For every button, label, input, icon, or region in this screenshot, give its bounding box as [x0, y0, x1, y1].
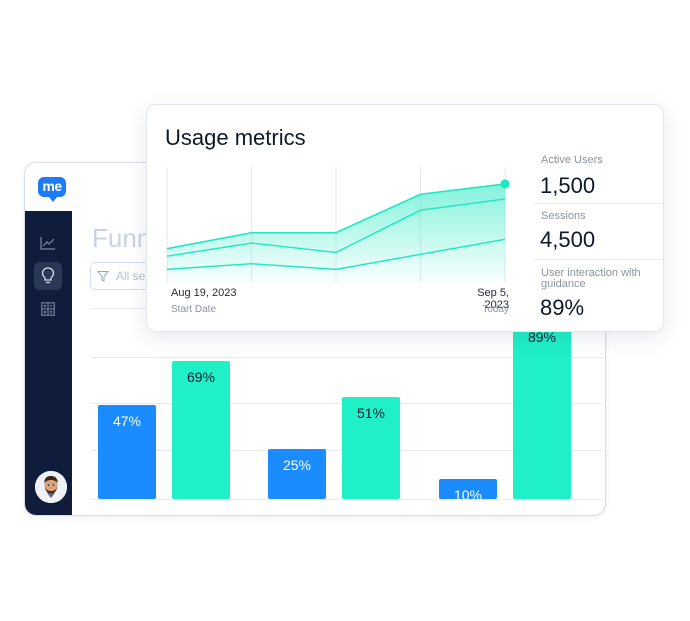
series-line-1	[166, 183, 506, 250]
active-users-value: 1,500	[540, 173, 596, 198]
line-chart-icon[interactable]	[34, 229, 62, 257]
card-title: Usage metrics	[165, 125, 306, 150]
funnel-bar[interactable]: 10%	[439, 479, 497, 503]
guidance-interaction-value: 89%	[540, 295, 585, 320]
me-logo[interactable]: me	[38, 177, 66, 202]
end-date: Sep 5, 2023	[477, 287, 509, 311]
filter-placeholder: All se	[116, 269, 146, 283]
divider	[533, 203, 663, 204]
metric-label: Active Users	[541, 154, 603, 166]
metric-label: Sessions	[541, 210, 586, 222]
usage-chart	[165, 167, 512, 282]
series-line-2	[166, 198, 506, 257]
end-date-label: Today	[482, 304, 509, 315]
avatar[interactable]	[35, 471, 67, 503]
funnel-bar[interactable]: 69%	[172, 361, 230, 499]
sidebar	[25, 211, 72, 515]
metric-label: User interaction with guidance	[541, 267, 641, 290]
funnel-bar[interactable]: 47%	[98, 405, 156, 499]
lightbulb-icon[interactable]	[34, 262, 62, 290]
bar-label: 47%	[112, 413, 142, 429]
bar-label: 25%	[282, 457, 312, 473]
funnel-bar[interactable]: 25%	[268, 449, 326, 499]
bar-label: 51%	[356, 405, 386, 421]
bar-label: 10%	[453, 487, 483, 503]
usage-chart-svg	[166, 167, 510, 282]
usage-metrics-card: Usage metrics Aug 19, 2023 Start Date Se…	[146, 104, 664, 332]
bar-label: 69%	[186, 369, 216, 385]
latest-point-marker[interactable]	[500, 179, 510, 189]
start-date: Aug 19, 2023	[171, 287, 237, 299]
gridline	[91, 499, 603, 500]
start-date-label: Start Date	[171, 304, 217, 315]
calculator-icon[interactable]	[34, 295, 62, 323]
page-title: Funn	[92, 223, 152, 253]
funnel-bar[interactable]: 89%	[513, 321, 571, 499]
bar-label: 89%	[527, 329, 557, 345]
series-line-3	[166, 238, 506, 271]
funnel-bar[interactable]: 51%	[342, 397, 400, 499]
gridline	[91, 357, 603, 358]
filter-icon	[96, 269, 110, 287]
divider	[533, 259, 663, 260]
sessions-value: 4,500	[540, 227, 596, 252]
